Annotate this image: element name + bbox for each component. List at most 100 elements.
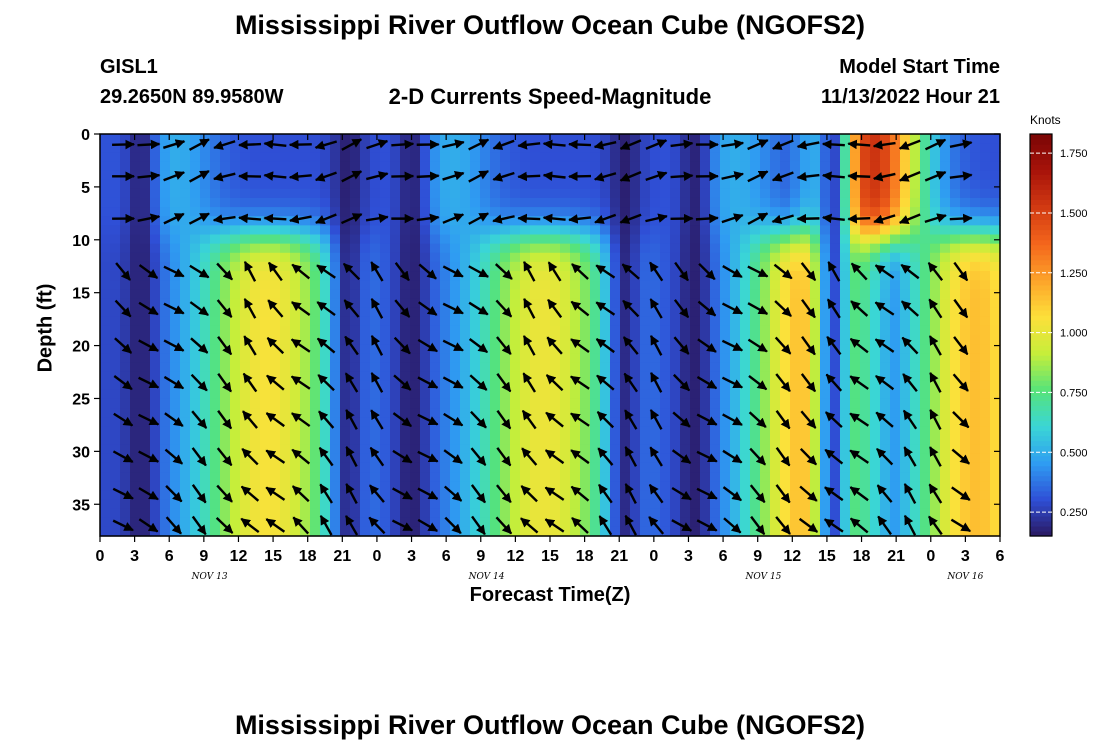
heatmap-cell: [410, 435, 421, 446]
heatmap-cell: [390, 316, 401, 327]
heatmap-cell: [760, 143, 771, 153]
heatmap-cell: [720, 298, 731, 309]
heatmap-cell: [310, 517, 321, 528]
heatmap-cell: [710, 289, 721, 300]
heatmap-cell: [430, 152, 441, 163]
heatmap-cell: [130, 353, 141, 364]
heatmap-cell: [410, 481, 421, 491]
heatmap-cell: [780, 389, 791, 400]
heatmap-cell: [850, 426, 861, 437]
heatmap-cell: [250, 316, 261, 327]
heatmap-cell: [880, 161, 891, 172]
model-start-value: 11/13/2022 Hour 21: [820, 86, 1000, 108]
heatmap-cell: [110, 508, 121, 519]
heatmap-cell: [180, 362, 191, 373]
heatmap-cell: [410, 252, 421, 263]
heatmap-cell: [100, 197, 111, 208]
vector-arrow: [317, 374, 335, 392]
heatmap-cell: [890, 481, 901, 491]
heatmap-cell: [970, 188, 981, 199]
heatmap-cell: [180, 234, 191, 245]
heatmap-cell: [580, 225, 591, 236]
heatmap-cell: [110, 526, 121, 537]
heatmap-cell: [290, 526, 301, 537]
heatmap-cell: [240, 426, 251, 437]
heatmap-cell: [820, 161, 831, 172]
heatmap-cell: [920, 353, 931, 364]
heatmap-cell: [720, 143, 731, 153]
colorbar-segment: [1030, 490, 1052, 497]
heatmap-cell: [610, 371, 621, 382]
heatmap-cell: [480, 134, 491, 144]
heatmap-cell: [290, 134, 301, 144]
heatmap-cell: [160, 271, 171, 281]
heatmap-cell: [770, 481, 781, 491]
heatmap-cell: [520, 152, 531, 163]
heatmap-cell: [590, 344, 601, 354]
heatmap-cell: [370, 353, 381, 364]
heatmap-cell: [360, 161, 371, 172]
heatmap-cell: [870, 398, 881, 409]
heatmap-cell: [220, 353, 231, 364]
heatmap-cell: [560, 280, 571, 290]
heatmap-cell: [840, 444, 851, 455]
heatmap-cell: [750, 161, 761, 172]
heatmap-cell: [590, 371, 601, 382]
vector-arrow: [800, 262, 817, 281]
vector-arrow: [624, 446, 638, 467]
vector-arrow: [800, 373, 817, 393]
heatmap-cell: [670, 152, 681, 163]
heatmap-cell: [460, 197, 471, 208]
heatmap-cell: [760, 398, 771, 409]
heatmap-cell: [630, 143, 641, 153]
heatmap-cell: [890, 216, 901, 226]
heatmap-cell: [660, 481, 671, 491]
heatmap-cell: [730, 152, 741, 163]
heatmap-cell: [390, 207, 401, 217]
colorbar-tick-label: 0.250: [1060, 507, 1088, 519]
heatmap-cell: [230, 152, 241, 163]
heatmap-cell: [840, 243, 851, 254]
heatmap-cell: [960, 289, 971, 300]
heatmap-cell: [880, 143, 891, 153]
heatmap-cell: [730, 280, 741, 290]
heatmap-cell: [270, 380, 281, 391]
colorbar-segment: [1030, 520, 1052, 527]
heatmap-cell: [210, 234, 221, 245]
heatmap-cell: [320, 398, 331, 409]
colorbar-segment: [1030, 169, 1052, 175]
heatmap-cell: [610, 362, 621, 373]
heatmap-cell: [170, 371, 181, 382]
heatmap-cell: [130, 335, 141, 345]
heatmap-cell: [440, 179, 451, 190]
heatmap-cell: [100, 472, 111, 482]
heatmap-cell: [750, 243, 761, 254]
heatmap-cell: [180, 161, 191, 172]
heatmap-cell: [260, 526, 271, 537]
heatmap-cell: [220, 508, 231, 519]
heatmap-cell: [610, 508, 621, 519]
heatmap-cell: [920, 234, 931, 245]
heatmap-cell: [180, 526, 191, 537]
heatmap-cell: [440, 271, 451, 281]
heatmap-cell: [570, 325, 581, 336]
heatmap-cell: [330, 225, 341, 236]
y-tick-label: 35: [72, 497, 90, 514]
heatmap-cell: [590, 325, 601, 336]
heatmap-cell: [670, 170, 681, 181]
vector-arrow: [826, 336, 842, 356]
heatmap-cell: [850, 462, 861, 473]
heatmap-cell: [700, 517, 711, 528]
heatmap-cell: [320, 252, 331, 263]
heatmap-cell: [940, 225, 951, 236]
heatmap-cell: [590, 526, 601, 537]
heatmap-cell: [890, 188, 901, 199]
vector-arrow: [773, 263, 793, 280]
heatmap-cell: [510, 289, 521, 300]
heatmap-cell: [730, 179, 741, 190]
heatmap-cell: [980, 526, 991, 537]
heatmap-cell: [720, 435, 731, 446]
heatmap-cell: [820, 225, 831, 236]
heatmap-cell: [110, 152, 121, 163]
heatmap-cell: [660, 408, 671, 418]
